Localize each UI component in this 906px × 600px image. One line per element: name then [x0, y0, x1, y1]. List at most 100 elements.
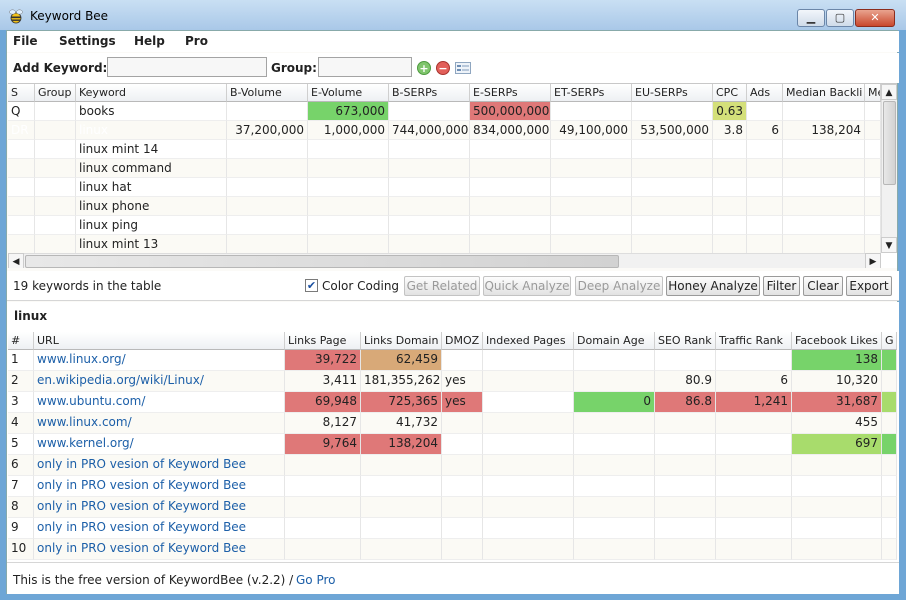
keyword-cell-extra[interactable] [865, 178, 881, 197]
serp-column-header[interactable]: URL [34, 332, 285, 350]
keyword-cell-median[interactable] [783, 235, 865, 254]
close-button[interactable]: ✕ [855, 9, 895, 27]
serp-column-header[interactable]: SEO Rank [655, 332, 716, 350]
serp-column-header[interactable]: Domain Age [574, 332, 655, 350]
keyword-cell-ads[interactable]: 6 [747, 121, 783, 140]
keyword-cell-etserps[interactable]: 49,100,000 [551, 121, 632, 140]
serp-cell-url[interactable]: only in PRO vesion of Keyword Bee [34, 476, 285, 497]
keyword-cell-keyword[interactable]: linux mint 13 [76, 235, 227, 254]
keyword-cell-evol[interactable] [308, 178, 389, 197]
keyword-cell-median[interactable] [783, 216, 865, 235]
keyword-cell-evol[interactable]: 1,000,000 [308, 121, 389, 140]
keyword-cell-cpc[interactable] [713, 178, 747, 197]
export-button[interactable]: Export [846, 276, 892, 296]
keyword-cell-keyword[interactable]: linux hat [76, 178, 227, 197]
keyword-column-header[interactable]: Median Backli [783, 84, 865, 102]
keyword-cell-keyword[interactable]: books [76, 102, 227, 121]
keyword-cell-median[interactable] [783, 102, 865, 121]
serp-cell-url[interactable]: only in PRO vesion of Keyword Bee [34, 455, 285, 476]
color-coding-checkbox[interactable]: ✔ [305, 279, 318, 292]
serp-column-header[interactable]: # [8, 332, 34, 350]
go-pro-link[interactable]: Go Pro [296, 573, 336, 587]
keyword-cell-keyword[interactable]: linux command [76, 159, 227, 178]
keyword-cell-extra[interactable] [865, 140, 881, 159]
serp-column-header[interactable]: Indexed Pages [483, 332, 574, 350]
serp-column-header[interactable]: Links Domain [361, 332, 442, 350]
keyword-cell-bserps[interactable] [389, 102, 470, 121]
keyword-cell-median[interactable] [783, 197, 865, 216]
keyword-cell-group[interactable] [35, 197, 76, 216]
keyword-cell-s[interactable] [8, 216, 35, 235]
keyword-cell-cpc[interactable] [713, 235, 747, 254]
keyword-cell-extra[interactable] [865, 235, 881, 254]
keyword-cell-bvol[interactable] [227, 159, 308, 178]
keyword-cell-eserps[interactable]: 834,000,000 [470, 121, 551, 140]
keyword-cell-bvol[interactable] [227, 235, 308, 254]
keyword-cell-eserps[interactable] [470, 178, 551, 197]
keyword-cell-group[interactable] [35, 159, 76, 178]
keyword-cell-keyword[interactable]: linux mint 14 [76, 140, 227, 159]
filter-button[interactable]: Filter [763, 276, 800, 296]
keyword-cell-extra[interactable] [865, 121, 881, 140]
keyword-cell-ads[interactable] [747, 197, 783, 216]
keyword-cell-eserps[interactable] [470, 197, 551, 216]
keyword-cell-etserps[interactable] [551, 197, 632, 216]
keyword-cell-extra[interactable] [865, 197, 881, 216]
scroll-left-icon[interactable]: ◀ [8, 253, 24, 268]
honey-analyze-button[interactable]: Honey Analyze [666, 276, 760, 296]
hscroll-thumb[interactable] [25, 255, 619, 268]
scroll-right-icon[interactable]: ▶ [865, 253, 881, 268]
keyword-cell-eserps[interactable]: 500,000,000 [470, 102, 551, 121]
keyword-cell-euserps[interactable] [632, 178, 713, 197]
keyword-cell-euserps[interactable] [632, 102, 713, 121]
keyword-cell-bvol[interactable] [227, 178, 308, 197]
keyword-cell-s[interactable] [8, 197, 35, 216]
keyword-cell-euserps[interactable] [632, 216, 713, 235]
group-input[interactable] [318, 57, 412, 77]
menu-pro[interactable]: Pro [185, 34, 208, 48]
keyword-cell-s[interactable] [8, 235, 35, 254]
quick-analyze-button[interactable]: Quick Analyze [483, 276, 571, 296]
serp-cell-url[interactable]: www.linux.com/ [34, 413, 285, 434]
keyword-cell-s[interactable]: DR [8, 121, 35, 140]
keyword-cell-bvol[interactable] [227, 102, 308, 121]
keyword-cell-euserps[interactable] [632, 159, 713, 178]
serp-cell-url[interactable]: www.ubuntu.com/ [34, 392, 285, 413]
serp-cell-url[interactable]: www.linux.org/ [34, 350, 285, 371]
keyword-cell-eserps[interactable] [470, 140, 551, 159]
keyword-cell-bserps[interactable] [389, 140, 470, 159]
menu-settings[interactable]: Settings [59, 34, 116, 48]
keyword-cell-bserps[interactable] [389, 216, 470, 235]
keyword-cell-extra[interactable] [865, 102, 881, 121]
keyword-cell-etserps[interactable] [551, 235, 632, 254]
keyword-cell-ads[interactable] [747, 159, 783, 178]
serp-column-header[interactable]: G [882, 332, 897, 350]
serp-cell-url[interactable]: only in PRO vesion of Keyword Bee [34, 497, 285, 518]
keyword-cell-group[interactable] [35, 140, 76, 159]
serp-cell-url[interactable]: only in PRO vesion of Keyword Bee [34, 539, 285, 560]
keyword-cell-group[interactable] [35, 178, 76, 197]
keyword-cell-median[interactable]: 138,204 [783, 121, 865, 140]
keyword-cell-etserps[interactable] [551, 216, 632, 235]
keyword-cell-etserps[interactable] [551, 178, 632, 197]
minimize-button[interactable]: ▁ [797, 9, 825, 27]
keyword-cell-euserps[interactable] [632, 197, 713, 216]
keyword-cell-keyword[interactable]: linux phone [76, 197, 227, 216]
keyword-cell-s[interactable] [8, 140, 35, 159]
serp-cell-url[interactable]: www.kernel.org/ [34, 434, 285, 455]
keyword-cell-cpc[interactable] [713, 216, 747, 235]
keyword-cell-evol[interactable] [308, 159, 389, 178]
keyword-column-header[interactable]: B-Volume [227, 84, 308, 102]
keyword-cell-s[interactable] [8, 178, 35, 197]
group-list-icon[interactable] [455, 62, 471, 74]
scroll-up-icon[interactable]: ▲ [881, 84, 897, 100]
keyword-cell-cpc[interactable]: 3.8 [713, 121, 747, 140]
keyword-input[interactable] [107, 57, 267, 77]
keyword-cell-bvol[interactable]: 37,200,000 [227, 121, 308, 140]
keyword-cell-bserps[interactable] [389, 235, 470, 254]
keyword-cell-ads[interactable] [747, 102, 783, 121]
keyword-cell-cpc[interactable] [713, 159, 747, 178]
menu-help[interactable]: Help [134, 34, 165, 48]
keyword-cell-ads[interactable] [747, 140, 783, 159]
keyword-cell-euserps[interactable] [632, 140, 713, 159]
